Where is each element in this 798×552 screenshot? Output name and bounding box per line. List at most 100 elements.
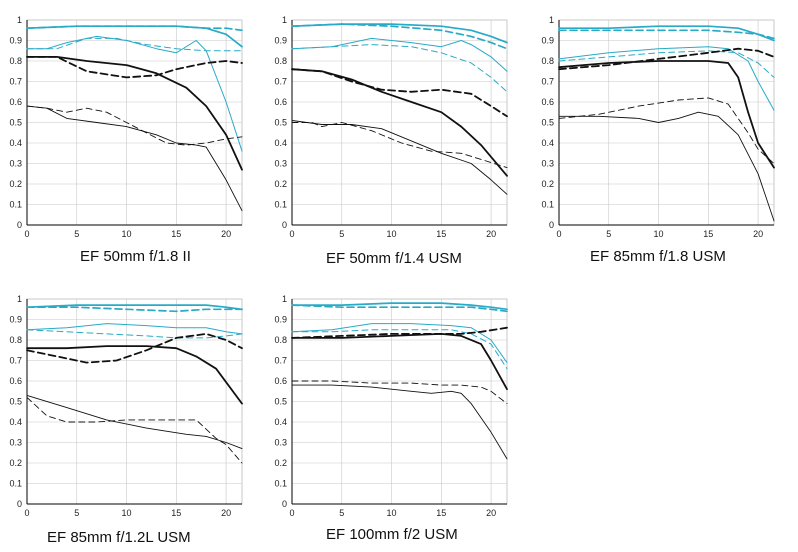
y-tick-label: 1: [17, 15, 22, 25]
y-tick-label: 0.8: [9, 56, 22, 66]
y-tick-label: 1: [282, 15, 287, 25]
mtf-series-line: [26, 25, 243, 32]
mtf-series-line: [26, 333, 243, 364]
x-tick-label: 5: [74, 508, 79, 518]
mtf-series-line: [26, 396, 243, 464]
y-tick-label: 0.6: [274, 97, 287, 107]
mtf-series-line: [558, 50, 775, 78]
mtf-series-line: [291, 122, 508, 169]
y-tick-label: 0.2: [9, 458, 22, 468]
x-tick-label: 10: [122, 508, 132, 518]
mtf-series-line: [26, 394, 243, 450]
panel-title: EF 85mm f/1.8 USM: [590, 248, 726, 265]
y-tick-label: 0.7: [541, 77, 554, 87]
x-tick-label: 0: [289, 229, 294, 239]
y-tick-label: 0.3: [274, 159, 287, 169]
mtf-series-line: [558, 97, 775, 164]
y-tick-label: 0.5: [9, 397, 22, 407]
mtf-series-line: [291, 326, 508, 339]
x-tick-label: 15: [436, 508, 446, 518]
y-tick-label: 0.2: [541, 179, 554, 189]
mtf-panel-ef-85mm-f18-usm: 00.10.20.30.40.50.60.70.80.910 5 10 15 20EF …: [541, 15, 775, 265]
y-tick-label: 0.3: [9, 438, 22, 448]
mtf-series-line: [291, 323, 508, 364]
y-tick-label: 0.2: [274, 458, 287, 468]
mtf-series-line: [26, 56, 243, 171]
y-tick-label: 0.1: [9, 479, 22, 489]
mtf-series-line: [291, 304, 508, 313]
y-tick-label: 0.5: [9, 118, 22, 128]
y-tick-label: 1: [17, 294, 22, 304]
y-tick-label: 0.8: [541, 56, 554, 66]
mtf-series-line: [291, 329, 508, 370]
y-tick-label: 0.3: [541, 159, 554, 169]
x-tick-label: 20: [753, 229, 763, 239]
mtf-series-line: [26, 35, 243, 152]
y-tick-label: 0.4: [274, 417, 287, 427]
x-tick-label: 10: [387, 508, 397, 518]
y-tick-label: 0.3: [9, 159, 22, 169]
mtf-series-line: [291, 302, 508, 311]
y-tick-label: 0.9: [274, 315, 287, 325]
mtf-series-line: [291, 380, 508, 405]
y-tick-label: 0.5: [541, 118, 554, 128]
y-tick-label: 0.9: [9, 315, 22, 325]
x-tick-label: 10: [122, 229, 132, 239]
y-tick-label: 1: [282, 294, 287, 304]
x-tick-label: 5: [74, 229, 79, 239]
mtf-panel-ef-50mm-f18-ii: 00.10.20.30.40.50.60.70.80.910 5 10 15 20EF …: [9, 15, 243, 265]
y-tick-label: 0.8: [9, 335, 22, 345]
x-tick-label: 15: [171, 508, 181, 518]
mtf-series-line: [26, 105, 243, 146]
x-tick-label: 20: [221, 508, 231, 518]
y-tick-label: 0.3: [274, 438, 287, 448]
y-tick-label: 0.6: [274, 376, 287, 386]
y-tick-label: 0.1: [274, 479, 287, 489]
y-tick-label: 0.1: [274, 200, 287, 210]
x-tick-label: 15: [703, 229, 713, 239]
y-tick-label: 0.6: [9, 97, 22, 107]
y-tick-label: 0.8: [274, 335, 287, 345]
y-tick-label: 0.5: [274, 397, 287, 407]
mtf-series-line: [26, 304, 243, 311]
y-tick-label: 0.6: [9, 376, 22, 386]
x-tick-label: 0: [24, 508, 29, 518]
x-tick-label: 10: [654, 229, 664, 239]
x-tick-label: 20: [486, 508, 496, 518]
mtf-series-line: [26, 329, 243, 339]
mtf-series-line: [26, 323, 243, 335]
panel-title: EF 85mm f/1.2L USM: [47, 529, 191, 546]
y-tick-label: 1: [549, 15, 554, 25]
y-tick-label: 0.8: [274, 56, 287, 66]
x-tick-label: 15: [436, 229, 446, 239]
x-tick-label: 0: [289, 508, 294, 518]
y-tick-label: 0.2: [274, 179, 287, 189]
y-tick-label: 0.4: [274, 138, 287, 148]
y-tick-label: 0.7: [9, 356, 22, 366]
x-tick-label: 10: [387, 229, 397, 239]
panel-title: EF 50mm f/1.4 USM: [326, 250, 462, 267]
mtf-panel-ef-85mm-f12l-usm: 00.10.20.30.40.50.60.70.80.910 5 10 15 20EF …: [9, 294, 243, 546]
mtf-series-line: [26, 37, 243, 52]
mtf-series-line: [558, 111, 775, 222]
y-tick-label: 0.4: [541, 138, 554, 148]
y-tick-label: 0.4: [9, 138, 22, 148]
y-tick-label: 0.5: [274, 118, 287, 128]
y-tick-label: 0: [549, 220, 554, 230]
x-tick-label: 5: [339, 229, 344, 239]
mtf-series-line: [26, 56, 243, 79]
mtf-panel-ef-50mm-f14-usm: 00.10.20.30.40.50.60.70.80.910 5 10 15 20EF …: [274, 15, 508, 267]
mtf-series-line: [26, 345, 243, 405]
x-tick-label: 5: [606, 229, 611, 239]
x-tick-label: 15: [171, 229, 181, 239]
y-tick-label: 0.1: [9, 200, 22, 210]
panel-title: EF 50mm f/1.8 II: [80, 248, 191, 265]
x-tick-label: 5: [339, 508, 344, 518]
mtf-series-line: [558, 29, 775, 40]
x-tick-label: 0: [556, 229, 561, 239]
y-tick-label: 0.7: [274, 77, 287, 87]
panel-title: EF 100mm f/2 USM: [326, 526, 458, 543]
mtf-series-line: [291, 44, 508, 93]
y-tick-label: 0.9: [9, 36, 22, 46]
y-tick-label: 0: [282, 220, 287, 230]
